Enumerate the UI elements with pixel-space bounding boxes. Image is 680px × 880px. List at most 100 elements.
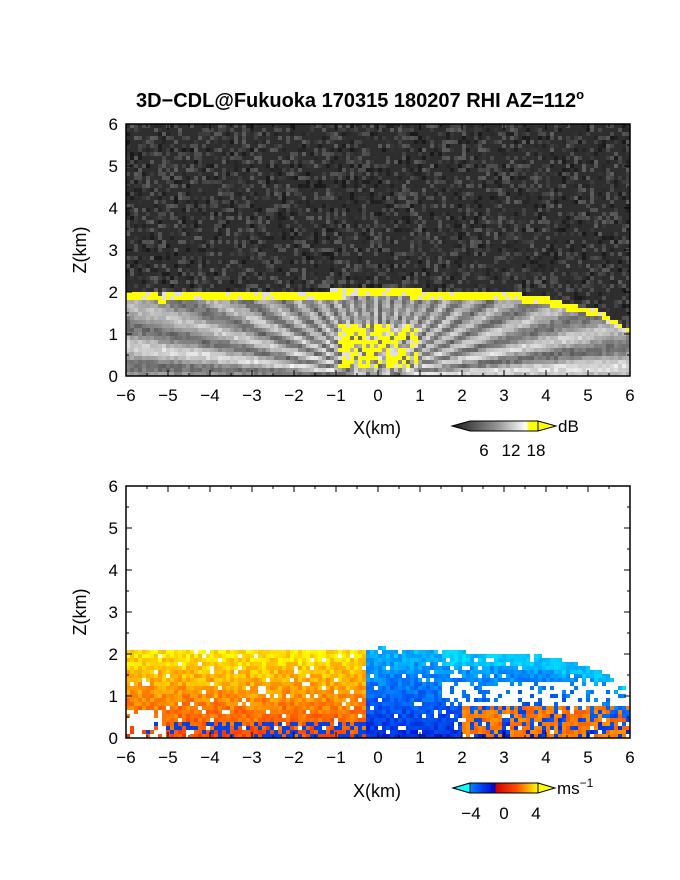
snr-pixel — [226, 352, 230, 356]
snr-pixel — [578, 140, 582, 144]
snr-pixel — [226, 240, 230, 244]
snr-pixel — [482, 296, 486, 300]
snr-pixel — [270, 268, 274, 272]
snr-pixel — [130, 192, 134, 196]
snr-pixel — [502, 296, 506, 300]
snr-pixel — [178, 316, 182, 320]
snr-pixel — [454, 340, 458, 344]
snr-pixel — [466, 148, 470, 152]
snr-pixel — [450, 252, 454, 256]
snr-pixel — [234, 208, 238, 212]
snr-pixel — [446, 280, 450, 284]
snr-pixel — [474, 344, 478, 348]
snr-pixel — [522, 348, 526, 352]
snr-pixel — [190, 356, 194, 360]
snr-pixel — [234, 352, 238, 356]
snr-pixel — [398, 272, 402, 276]
snr-pixel — [562, 168, 566, 172]
snr-pixel — [166, 332, 170, 336]
snr-pixel — [514, 252, 518, 256]
snr-pixel — [202, 292, 206, 296]
snr-pixel — [550, 132, 554, 136]
snr-pixel — [530, 308, 534, 312]
snr-pixel — [518, 200, 522, 204]
snr-pixel — [206, 348, 210, 352]
snr-pixel — [574, 132, 578, 136]
snr-pixel — [626, 240, 630, 244]
snr-pixel — [390, 336, 394, 340]
snr-pixel — [418, 344, 422, 348]
snr-pixel — [466, 324, 470, 328]
snr-pixel — [286, 128, 290, 132]
snr-pixel — [294, 248, 298, 252]
snr-pixel — [522, 156, 526, 160]
snr-pixel — [274, 328, 278, 332]
snr-pixel — [474, 200, 478, 204]
snr-pixel — [266, 296, 270, 300]
snr-pixel — [266, 288, 270, 292]
snr-pixel — [190, 324, 194, 328]
snr-pixel — [562, 148, 566, 152]
snr-pixel — [222, 136, 226, 140]
snr-pixel — [618, 284, 622, 288]
snr-pixel — [126, 208, 130, 212]
snr-pixel — [278, 176, 282, 180]
snr-pixel — [238, 316, 242, 320]
snr-pixel — [262, 336, 266, 340]
snr-pixel — [270, 224, 274, 228]
snr-pixel — [402, 316, 406, 320]
snr-pixel — [322, 284, 326, 288]
snr-pixel — [406, 308, 410, 312]
snr-pixel — [578, 316, 582, 320]
snr-pixel — [206, 168, 210, 172]
snr-pixel — [386, 180, 390, 184]
snr-pixel — [202, 144, 206, 148]
snr-pixel — [610, 280, 614, 284]
snr-pixel — [318, 144, 322, 148]
snr-pixel — [158, 200, 162, 204]
snr-pixel — [242, 140, 246, 144]
snr-pixel — [502, 268, 506, 272]
snr-pixel — [626, 160, 630, 164]
snr-pixel — [370, 292, 374, 296]
snr-pixel — [446, 340, 450, 344]
snr-pixel — [154, 256, 158, 260]
snr-pixel — [466, 164, 470, 168]
snr-pixel — [174, 252, 178, 256]
snr-pixel — [258, 248, 262, 252]
snr-pixel — [214, 180, 218, 184]
snr-pixel — [266, 140, 270, 144]
snr-pixel — [258, 348, 262, 352]
snr-pixel — [474, 308, 478, 312]
snr-pixel — [558, 332, 562, 336]
snr-pixel — [474, 160, 478, 164]
snr-pixel — [310, 220, 314, 224]
snr-pixel — [558, 352, 562, 356]
snr-pixel — [554, 224, 558, 228]
snr-pixel — [406, 148, 410, 152]
snr-pixel — [130, 228, 134, 232]
snr-pixel — [174, 212, 178, 216]
snr-pixel — [246, 128, 250, 132]
snr-pixel — [290, 340, 294, 344]
snr-pixel — [162, 132, 166, 136]
snr-pixel — [522, 132, 526, 136]
snr-pixel — [258, 324, 262, 328]
snr-pixel — [286, 316, 290, 320]
snr-pixel — [330, 184, 334, 188]
snr-pixel — [126, 308, 130, 312]
snr-pixel — [262, 240, 266, 244]
snr-pixel — [510, 348, 514, 352]
snr-pixel — [438, 280, 442, 284]
snr-pixel — [522, 212, 526, 216]
snr-pixel — [534, 212, 538, 216]
snr-pixel — [318, 312, 322, 316]
snr-pixel — [414, 320, 418, 324]
snr-pixel — [490, 304, 494, 308]
snr-pixel — [306, 332, 310, 336]
snr-pixel — [226, 324, 230, 328]
snr-pixel — [246, 304, 250, 308]
snr-pixel — [514, 172, 518, 176]
snr-pixel — [386, 144, 390, 148]
snr-pixel — [134, 124, 138, 128]
